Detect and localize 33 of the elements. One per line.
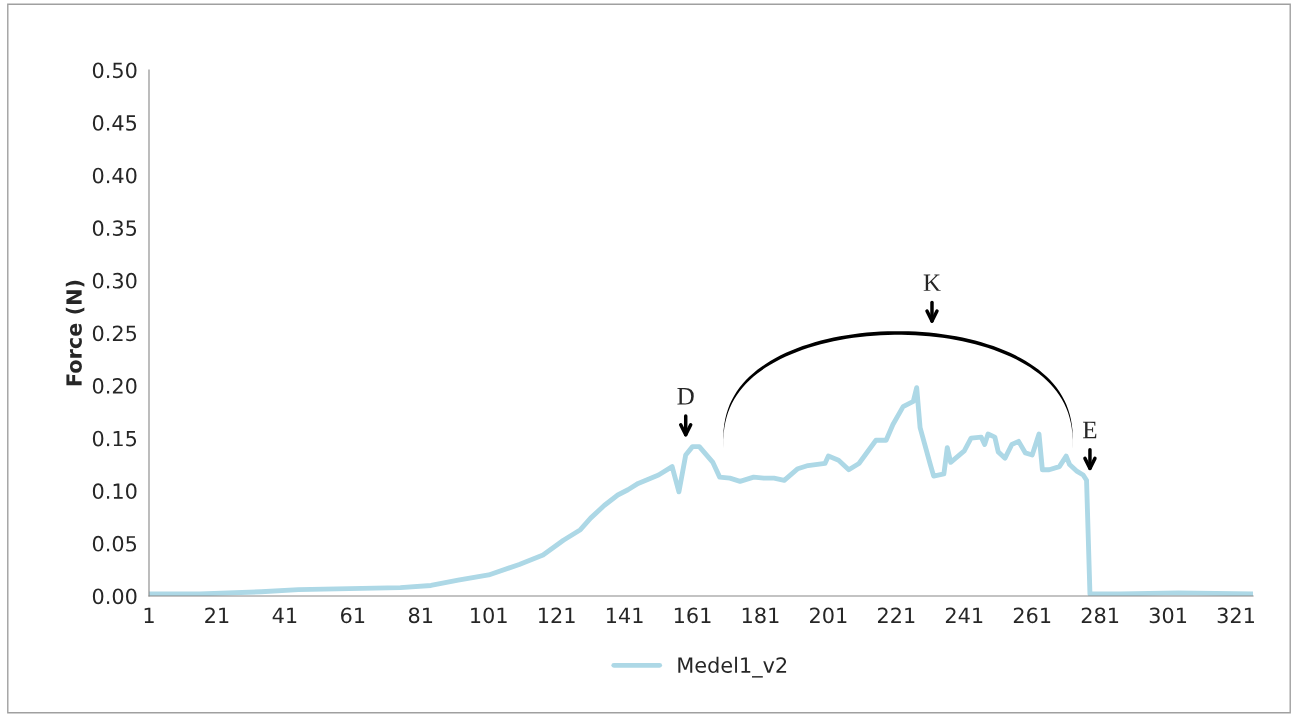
x-tick-label: 161 [674, 607, 711, 624]
legend-label: Medel1_v2 [678, 656, 787, 678]
y-tick-label: 0.25 [92, 325, 137, 342]
y-tick-label: 0.50 [92, 62, 137, 79]
x-tick-label: 281 [1081, 607, 1119, 624]
y-axis-title: Force (N) [65, 280, 85, 386]
annotation: K [923, 274, 941, 291]
annotation: E [1083, 421, 1097, 439]
x-tick-label: 321 [1217, 607, 1254, 624]
y-tick-label: 0.20 [92, 378, 137, 394]
y-tick-label: 0.30 [92, 272, 137, 289]
x-tick-label: 141 [606, 607, 643, 623]
annotation: D [677, 388, 694, 405]
y-tick-label: 0.40 [92, 167, 137, 184]
x-tick-label: 61 [341, 607, 365, 624]
x-tick-label: 21 [205, 607, 229, 623]
x-tick-label: 221 [877, 607, 915, 623]
x-tick-label: 81 [408, 607, 433, 624]
x-tick-label: 121 [539, 607, 575, 623]
x-tick-label: 181 [742, 607, 779, 624]
x-tick-label: 1 [144, 607, 154, 623]
x-tick-label: 241 [945, 607, 983, 623]
x-tick-label: 41 [272, 607, 297, 623]
y-tick-label: 0.35 [92, 220, 137, 237]
y-tick-label: 0.45 [92, 115, 137, 131]
x-tick-label: 261 [1013, 607, 1051, 624]
y-tick-label: 0.00 [92, 588, 137, 605]
x-tick-label: 201 [810, 607, 847, 624]
x-tick-label: 301 [1149, 607, 1187, 624]
y-tick-label: 0.10 [92, 483, 137, 500]
y-tick-label: 0.15 [92, 430, 137, 447]
x-tick-label: 101 [471, 607, 507, 624]
y-tick-label: 0.05 [92, 535, 137, 552]
